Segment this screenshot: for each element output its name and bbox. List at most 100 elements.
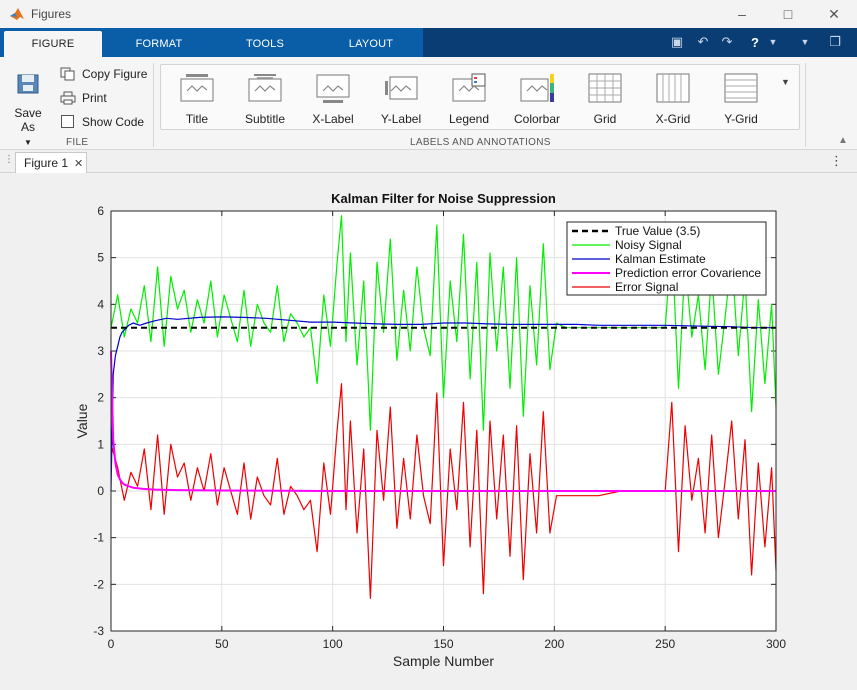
legend-entry: Kalman Estimate <box>615 252 706 266</box>
gallery-legend-button[interactable]: Legend <box>436 65 502 129</box>
more-options-icon[interactable]: ⋮ <box>830 153 843 168</box>
x-tick-label: 150 <box>433 637 453 651</box>
print-button[interactable]: Print <box>60 89 107 107</box>
tab-figure[interactable]: FIGURE <box>4 31 102 57</box>
tab-format[interactable]: FORMAT <box>135 38 183 50</box>
close-tab-icon[interactable]: ✕ <box>74 157 84 170</box>
legend-icon <box>452 73 486 102</box>
series-line-noisy-signal <box>110 215 777 431</box>
x-tick-label: 100 <box>323 637 343 651</box>
chart-title: Kalman Filter for Noise Suppression <box>331 191 556 206</box>
y-axis-label: Value <box>74 403 90 438</box>
y-tick-label: 2 <box>97 391 104 405</box>
gallery-title-label: Title <box>185 112 209 126</box>
gallery-x-grid-label: X-Grid <box>655 112 691 126</box>
gallery-y-label-button[interactable]: Y-Label <box>368 65 434 129</box>
save-as-icon <box>17 74 39 94</box>
x-tick-label: 300 <box>766 637 786 651</box>
help-dropdown-icon[interactable]: ▼ <box>768 37 778 47</box>
legend-entry: Error Signal <box>615 280 678 294</box>
close-icon[interactable]: ✕ <box>828 5 840 22</box>
y-tick-label: -2 <box>93 577 104 591</box>
gallery-grid-button[interactable]: Grid <box>572 65 638 129</box>
x-tick-label: 200 <box>544 637 564 651</box>
copy-figure-button[interactable]: Copy Figure <box>60 65 147 83</box>
grid-icon <box>588 73 622 103</box>
legend-entry: True Value (3.5) <box>615 224 700 238</box>
series-line-error-signal <box>110 383 777 599</box>
y-tick-label: 0 <box>97 484 104 498</box>
chart[interactable]: 0 50 100 150 200 250 300 -3 -2 -1 0 1 2 3 4 5 6 Kalman Fi… <box>0 174 857 687</box>
undock-icon[interactable]: ❐ <box>829 34 841 49</box>
title-icon <box>180 74 214 102</box>
save-as-button[interactable]: Save As ▼ <box>6 67 50 147</box>
labels-gallery: Title Subtitle X-Label Y-Label Legend Colorba… <box>160 64 800 130</box>
checkbox-icon <box>61 115 74 128</box>
ribbon-collapse-icon[interactable]: ▲ <box>838 135 848 146</box>
show-code-label: Show Code <box>82 115 145 129</box>
window-title: Figures <box>31 7 72 21</box>
gallery-x-label-label: X-Label <box>312 112 354 126</box>
x-label-icon <box>316 74 350 103</box>
y-grid-icon <box>724 73 758 103</box>
gallery-y-grid-label: Y-Grid <box>724 112 758 126</box>
labels-group-label: LABELS AND ANNOTATIONS <box>410 137 551 148</box>
gallery-subtitle-button[interactable]: Subtitle <box>232 65 298 129</box>
x-tick-label: 250 <box>655 637 675 651</box>
undo-icon[interactable]: ↶ <box>697 34 709 49</box>
ribbon-separator <box>153 63 154 147</box>
help-icon[interactable]: ? <box>751 34 759 50</box>
quick-access-bar: ▣ ↶ ↷ ? ▼ ▼ ❐ <box>423 28 857 57</box>
gallery-legend-label: Legend <box>448 112 490 126</box>
save-as-dropdown-icon[interactable]: ▼ <box>24 138 32 147</box>
maximize-icon[interactable]: □ <box>783 6 793 22</box>
file-group-label: FILE <box>66 137 89 148</box>
y-tick-label: 1 <box>97 437 104 451</box>
matlab-logo-icon <box>10 8 24 20</box>
save-icon[interactable]: ▣ <box>670 34 684 49</box>
show-code-checkbox[interactable]: Show Code <box>60 113 144 131</box>
ribbon-tabstrip: FIGURE FORMAT TOOLS LAYOUT ▣ ↶ ↷ ? ▼ ▼ ❐ <box>0 28 857 57</box>
collapse-icon[interactable]: ▼ <box>800 37 810 47</box>
minimize-icon[interactable]: – <box>738 6 746 22</box>
print-icon <box>60 91 76 105</box>
gallery-x-grid-button[interactable]: X-Grid <box>640 65 706 129</box>
grip-icon: ⋮ <box>4 154 14 165</box>
document-tabbar: ⋮ Figure 1 ✕ ⋮ <box>0 150 857 173</box>
gallery-title-button[interactable]: Title <box>164 65 230 129</box>
gallery-x-label-button[interactable]: X-Label <box>300 65 366 129</box>
document-tab-label: Figure 1 <box>24 156 69 170</box>
gallery-y-grid-button[interactable]: Y-Grid <box>708 65 774 129</box>
series-line-prediction-error-covarience <box>110 350 776 492</box>
gallery-y-label-label: Y-Label <box>380 112 422 126</box>
y-tick-label: 3 <box>97 344 104 358</box>
y-tick-label: 6 <box>97 204 104 218</box>
tab-layout[interactable]: LAYOUT <box>348 38 394 50</box>
x-grid-icon <box>656 73 690 103</box>
document-tab-figure-1[interactable]: Figure 1 ✕ <box>15 152 87 173</box>
subtitle-icon <box>248 74 282 102</box>
copy-icon <box>60 67 75 81</box>
x-tick-label: 0 <box>108 637 115 651</box>
colorbar-icon <box>520 74 554 102</box>
window-titlebar: Figures – □ ✕ <box>0 0 857 28</box>
save-as-label: Save As <box>14 106 42 134</box>
x-tick-label: 50 <box>215 637 229 651</box>
plot-border <box>110 210 777 632</box>
legend-entry: Noisy Signal <box>615 238 682 252</box>
gallery-colorbar-label: Colorbar <box>513 112 561 126</box>
y-tick-label: 5 <box>97 251 104 265</box>
x-axis-label: Sample Number <box>393 653 494 669</box>
gallery-grid-label: Grid <box>593 112 617 126</box>
gallery-more-icon[interactable]: ▼ <box>781 77 790 87</box>
legend-entry: Prediction error Covarience <box>615 266 761 280</box>
y-label-icon <box>385 76 418 100</box>
y-tick-label: -1 <box>93 531 104 545</box>
tab-tools[interactable]: TOOLS <box>245 38 285 50</box>
copy-figure-label: Copy Figure <box>82 67 148 81</box>
ribbon-separator <box>805 63 806 147</box>
gallery-subtitle-label: Subtitle <box>244 112 286 126</box>
redo-icon[interactable]: ↷ <box>721 34 733 49</box>
y-tick-label: 4 <box>97 297 104 311</box>
gallery-colorbar-button[interactable]: Colorbar <box>504 65 570 129</box>
